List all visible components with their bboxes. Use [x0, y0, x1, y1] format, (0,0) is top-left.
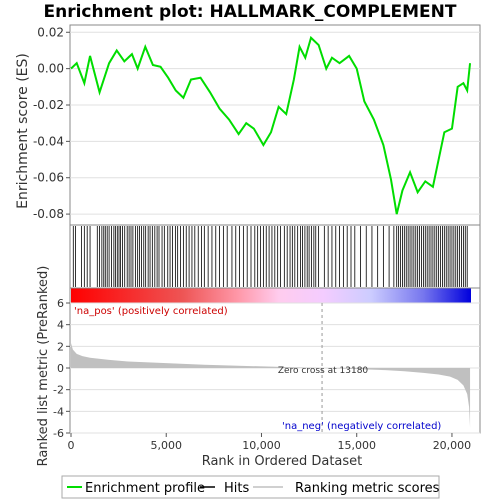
legend-box [61, 475, 440, 499]
metric-y-tick-label: 0 [57, 362, 64, 375]
positive-correlation-label: 'na_pos' (positively correlated) [74, 306, 228, 317]
hit-markers [72, 226, 468, 287]
es-y-tick-label: 0.02 [37, 25, 64, 39]
x-tick-label: 0 [68, 439, 75, 452]
metric-y-tick-label: 4 [57, 319, 64, 332]
zero-cross-label: Zero cross at 13180 [278, 366, 369, 376]
metric-y-axis-label: Ranked list metric (PreRanked) [36, 266, 51, 467]
negative-correlation-label: 'na_neg' (negatively correlated) [282, 421, 441, 432]
metric-y-tick-label: -6 [53, 427, 64, 440]
metric-y-tick-label: -4 [53, 405, 64, 418]
legend-enrichment-label: Enrichment profile [85, 481, 205, 496]
x-tick-label: 5,000 [150, 439, 182, 452]
es-y-axis: 0.02 0.00 -0.02 -0.04 -0.06 -0.08 [33, 25, 70, 221]
x-tick-label: 20,000 [433, 439, 472, 452]
metric-y-tick-label: -2 [53, 384, 64, 397]
enrichment-profile-line [70, 35, 472, 215]
chart-title: Enrichment plot: HALLMARK_COMPLEMENT [43, 2, 456, 22]
metric-y-tick-label: 2 [57, 340, 64, 353]
legend-metric-label: Ranking metric scores [295, 481, 440, 496]
legend-hits-label: Hits [224, 481, 249, 496]
es-y-axis-label: Enrichment score (ES) [15, 53, 31, 209]
metric-y-axis: 6 4 2 0 -2 -4 -6 [53, 297, 70, 440]
es-y-tick-label: -0.04 [33, 134, 64, 148]
x-tick-label: 10,000 [242, 439, 281, 452]
es-panel-frame [69, 24, 481, 226]
x-tick-label: 15,000 [337, 439, 376, 452]
es-y-tick-label: -0.08 [33, 207, 64, 221]
x-axis-label: Rank in Ordered Dataset [202, 454, 363, 469]
es-y-tick-label: -0.06 [33, 171, 64, 185]
rank-color-bar [71, 288, 471, 303]
rank-x-axis: 0 5,000 10,000 15,000 20,000 [68, 433, 472, 452]
ranking-metric-area [71, 343, 471, 428]
metric-y-tick-label: 6 [57, 297, 64, 310]
es-y-tick-label: -0.02 [33, 98, 64, 112]
es-y-tick-label: 0.00 [37, 62, 64, 76]
